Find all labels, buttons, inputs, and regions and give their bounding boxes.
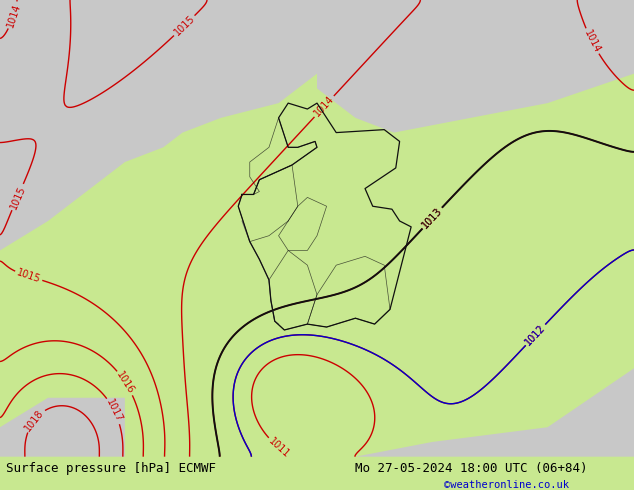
- Text: 1013: 1013: [420, 206, 444, 230]
- Text: 1011: 1011: [267, 436, 292, 460]
- Text: 1015: 1015: [8, 184, 27, 210]
- Text: 1014: 1014: [5, 2, 22, 28]
- Polygon shape: [0, 398, 125, 457]
- Text: ©weatheronline.co.uk: ©weatheronline.co.uk: [444, 480, 569, 490]
- Text: 1014: 1014: [312, 94, 336, 119]
- Polygon shape: [317, 368, 634, 457]
- Text: 1013: 1013: [420, 206, 444, 230]
- Text: 1016: 1016: [115, 370, 136, 396]
- Text: Mo 27-05-2024 18:00 UTC (06+84): Mo 27-05-2024 18:00 UTC (06+84): [355, 462, 588, 475]
- Text: 1017: 1017: [105, 397, 124, 424]
- Text: Surface pressure [hPa] ECMWF: Surface pressure [hPa] ECMWF: [6, 462, 216, 475]
- Text: 1015: 1015: [172, 14, 197, 38]
- Text: 1012: 1012: [524, 322, 548, 347]
- Text: 1014: 1014: [582, 28, 602, 54]
- Text: 1018: 1018: [23, 407, 46, 433]
- Text: 1012: 1012: [524, 322, 548, 347]
- Polygon shape: [317, 0, 634, 133]
- Polygon shape: [0, 0, 317, 250]
- Text: 1015: 1015: [15, 268, 42, 285]
